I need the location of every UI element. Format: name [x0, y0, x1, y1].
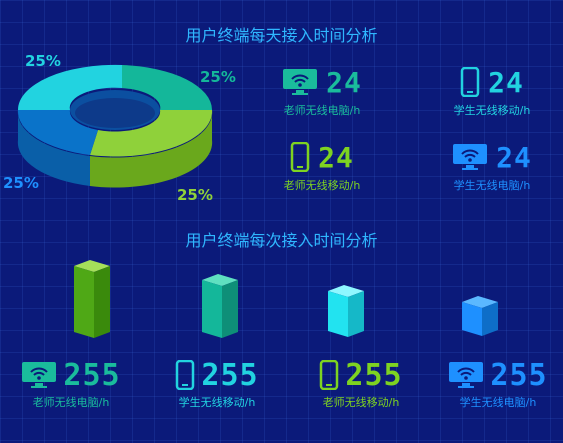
each-stat-student-pc: 255 学生无线电脑/h: [433, 358, 563, 410]
donut-wall-front: [90, 110, 213, 188]
each-label: 老师无线电脑/h: [32, 396, 110, 409]
each-label: 学生无线移动/h: [178, 396, 256, 409]
bar-teacher-mobile: [328, 285, 364, 337]
daily-stat-student-mobile: 24 学生无线移动/h: [432, 64, 552, 118]
each-value: 255: [63, 357, 121, 393]
bar-teacher-pc: [74, 260, 110, 338]
daily-stat-teacher-pc: 24 老师无线电脑/h: [262, 64, 382, 118]
daily-value: 24: [326, 65, 362, 99]
each-stat-teacher-mobile: 255 老师无线移动/h: [296, 358, 426, 410]
daily-value: 24: [318, 140, 354, 174]
donut-chart: [17, 64, 213, 188]
donut-segment-teal: [122, 65, 213, 110]
monitor-wifi-icon: [283, 69, 318, 95]
bar-student-mobile: [202, 274, 238, 338]
each-access-title: 用户终端每次接入时间分析: [185, 231, 378, 250]
phone-icon: [176, 360, 195, 390]
phone-icon: [320, 360, 339, 390]
monitor-wifi-icon: [22, 362, 57, 388]
each-label: 老师无线移动/h: [322, 396, 400, 409]
each-stat-student-mobile: 255 学生无线移动/h: [152, 358, 282, 410]
daily-label: 老师无线移动/h: [283, 179, 361, 192]
each-value: 255: [490, 357, 548, 393]
each-stat-teacher-pc: 255 老师无线电脑/h: [6, 358, 136, 410]
donut-label-green: 25%: [177, 186, 213, 204]
daily-label: 学生无线移动/h: [453, 104, 531, 117]
donut-segment-green: [90, 110, 213, 157]
donut-segment-blue: [17, 110, 98, 155]
daily-stat-student-pc: 24 学生无线电脑/h: [432, 139, 552, 193]
daily-value: 24: [496, 140, 532, 174]
donut-wall-left: [17, 110, 90, 186]
daily-stat-teacher-mobile: 24 老师无线移动/h: [262, 139, 382, 193]
daily-label: 老师无线电脑/h: [283, 104, 361, 117]
monitor-wifi-icon: [453, 144, 488, 170]
each-value: 255: [201, 357, 259, 393]
phone-icon: [460, 67, 480, 97]
daily-label: 学生无线电脑/h: [453, 179, 531, 192]
donut-label-cyan: 25%: [25, 52, 61, 70]
phone-icon: [290, 142, 310, 172]
each-label: 学生无线电脑/h: [459, 396, 537, 409]
daily-value: 24: [488, 65, 524, 99]
donut-label-teal: 25%: [200, 68, 236, 86]
bar-student-pc: [462, 296, 498, 336]
donut-segment-cyan: [17, 64, 122, 110]
donut-label-blue: 25%: [3, 174, 39, 192]
daily-access-title: 用户终端每天接入时间分析: [185, 26, 378, 45]
each-value: 255: [345, 357, 403, 393]
monitor-wifi-icon: [449, 362, 484, 388]
